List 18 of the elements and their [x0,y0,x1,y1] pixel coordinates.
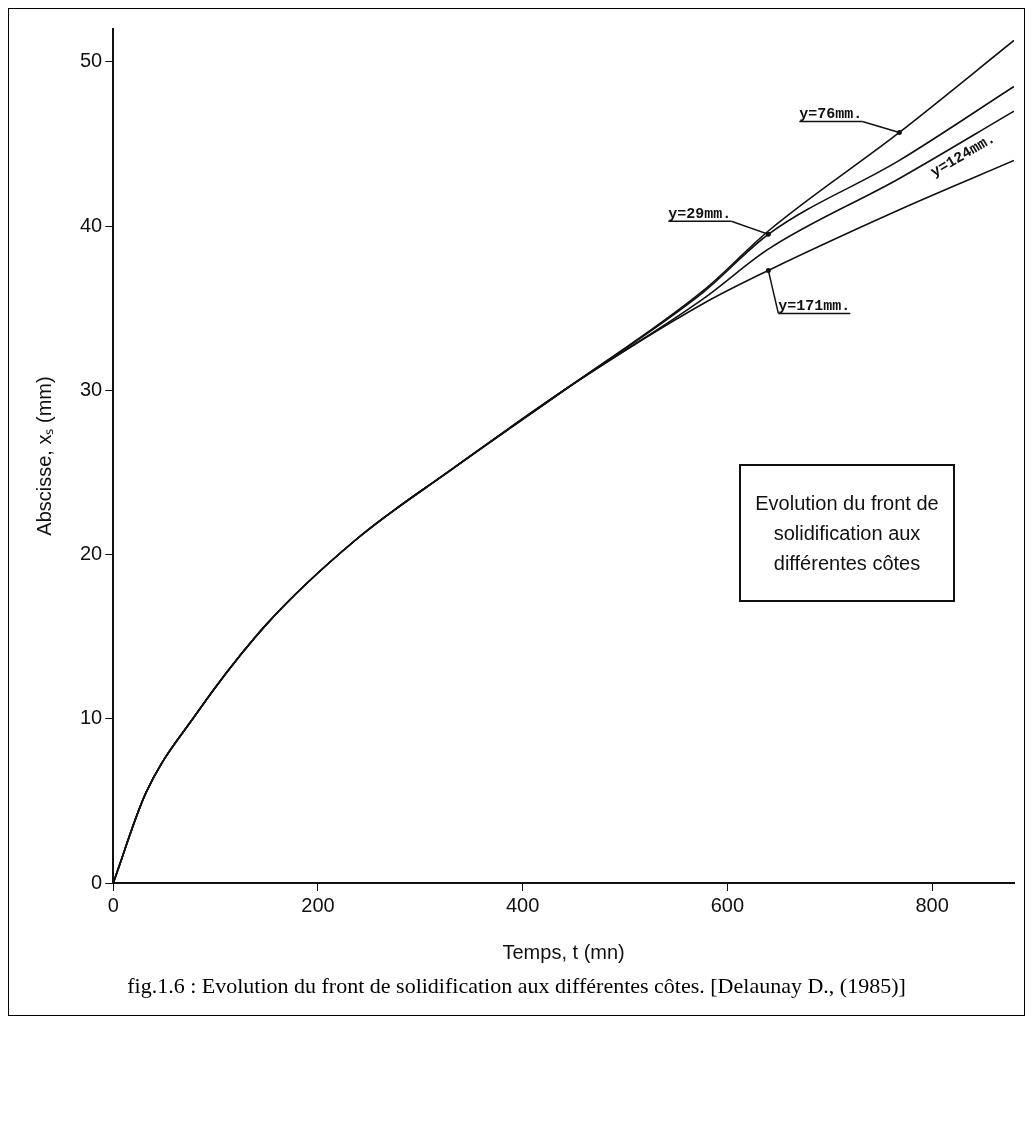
y-tick-label: 20 [80,542,103,565]
y-tick-label: 10 [80,706,103,729]
x-tick-label: 800 [915,893,949,916]
y-axis-title: Abscisse, xₛ (mm) [32,376,55,536]
series-label: y=76mm. [799,106,863,124]
caption: fig.1.6 : Evolution du front de solidification aux différentes côtes. [Delaunay D., (1985)] [126,972,907,1000]
y-tick-label: 40 [80,213,103,236]
x-tick-label: 200 [301,893,335,916]
series-label: y=171mm. [778,298,851,316]
annotation: Evolution du front de solidification aux différentes côtes [739,464,955,602]
y-tick-label: 0 [91,870,103,893]
x-axis-title: Temps, t (mn) [502,940,625,963]
x-tick-label: 400 [505,893,540,916]
x-tick-label: 0 [107,893,119,916]
text: y=29mm. [668,206,732,224]
y-tick-label: 30 [80,377,103,400]
y-tick-label: 50 [80,49,103,72]
x-tick-label: 600 [710,893,745,916]
